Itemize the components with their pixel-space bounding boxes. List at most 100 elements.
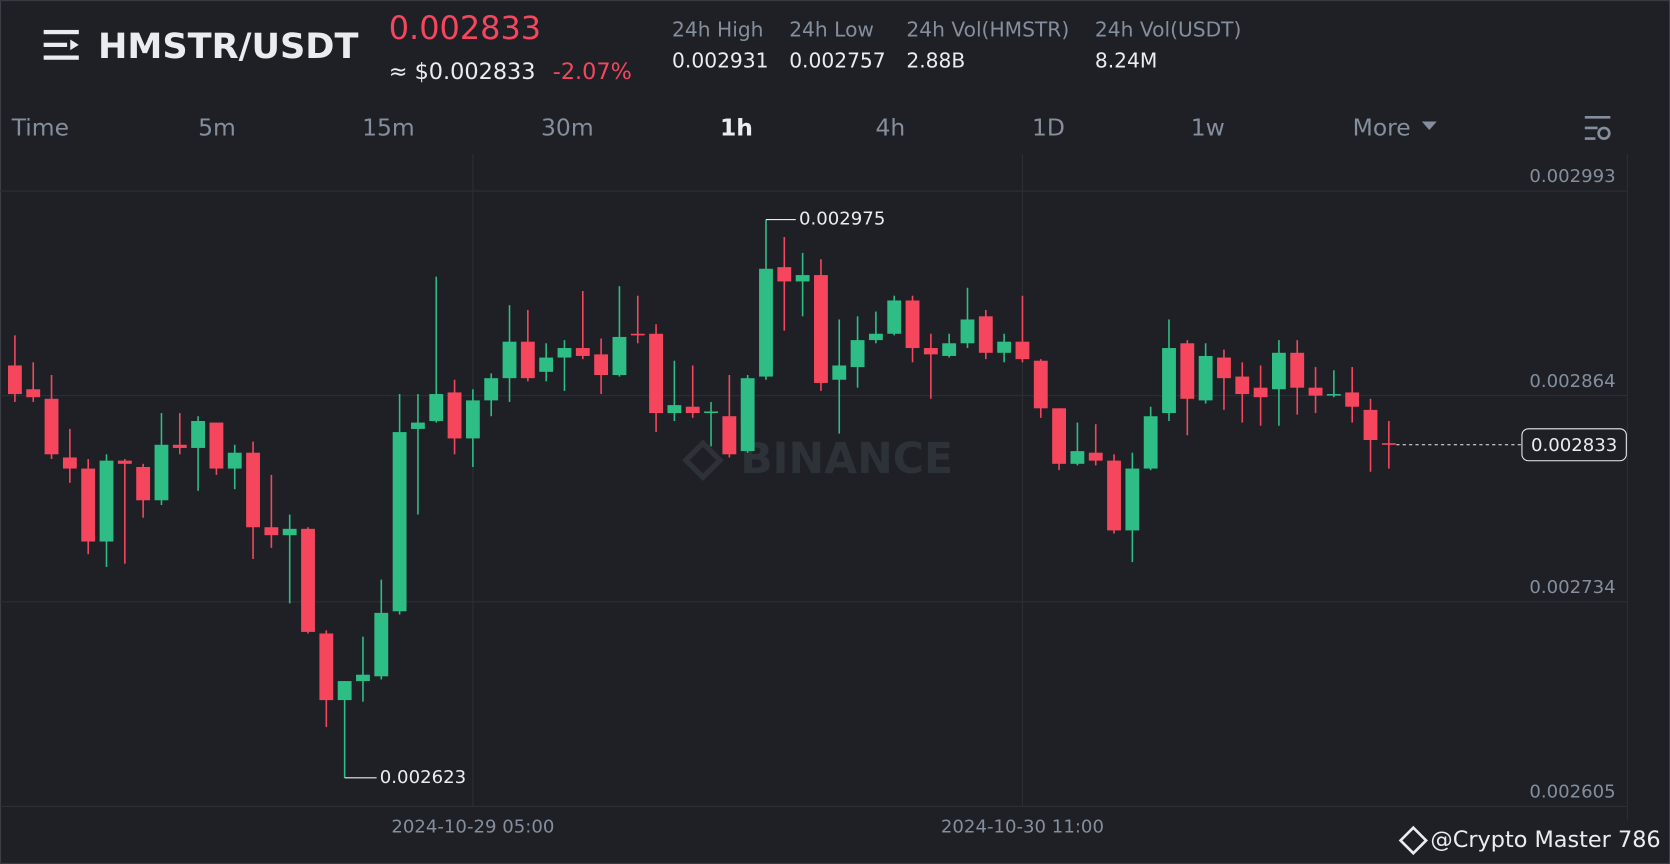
candle-body — [447, 392, 462, 439]
candle-body — [1052, 408, 1067, 464]
candle-body — [1107, 460, 1121, 531]
credit: @Crypto Master 786 — [1398, 825, 1661, 856]
tab[interactable]: 1D — [1032, 113, 1065, 141]
candle-body — [411, 422, 425, 429]
candle-body — [1015, 341, 1030, 360]
pair: HMSTR/USDT — [98, 26, 358, 67]
menu-bar — [43, 42, 68, 47]
candle-body — [1290, 352, 1305, 388]
tab[interactable]: Time — [11, 113, 69, 141]
candle-body — [1070, 451, 1085, 464]
candle-body — [191, 420, 206, 448]
candle-body — [1326, 394, 1341, 396]
candle-body — [539, 357, 554, 372]
candle-body — [26, 389, 41, 398]
candle-body — [7, 365, 22, 395]
tab[interactable]: 30m — [541, 113, 594, 141]
price-usd: ≈ $0.002833 — [389, 59, 536, 85]
candle-body — [1308, 387, 1323, 396]
candle-body — [1033, 360, 1048, 409]
candle-body — [1088, 452, 1103, 461]
stat-label: 24h High — [672, 18, 763, 42]
candle-body — [759, 268, 773, 377]
stat-label: 24h Low — [789, 18, 874, 42]
candle-body — [502, 341, 517, 379]
menu-icon[interactable] — [43, 29, 79, 60]
stat-label: 24h Vol(USDT) — [1095, 18, 1242, 42]
candle-body — [1271, 352, 1286, 390]
candle-body — [209, 422, 224, 469]
menu-bar — [43, 29, 79, 35]
x-tick-label: 2024-10-29 05:00 — [391, 817, 554, 838]
menu-bar — [43, 55, 79, 60]
candle-body — [337, 681, 352, 701]
y-tick-label: 0.002605 — [1529, 782, 1615, 803]
candle-body — [246, 452, 260, 528]
low-label: 0.002623 — [380, 767, 466, 788]
plot: 0.002605 0.002734 0.002864 0.002993 2024-10-… — [0, 154, 1628, 838]
credit-text: @Crypto Master 786 — [1430, 827, 1660, 853]
candle-body — [1125, 468, 1140, 531]
candle-body — [1217, 357, 1231, 379]
candle-body — [319, 633, 334, 701]
candle-body — [1162, 348, 1176, 414]
candle-body — [356, 674, 370, 682]
tabs: Time 5m 15m 30m 1h 4h 1D 1w More — [11, 113, 1437, 141]
candle-body — [520, 341, 535, 379]
candle-body — [832, 365, 847, 380]
candle-body — [44, 398, 59, 455]
settings-icon[interactable] — [1584, 115, 1611, 140]
candle-body — [740, 378, 755, 452]
stat-value: 8.24M — [1095, 48, 1157, 72]
candle-body — [1381, 443, 1396, 445]
candle-body — [1253, 387, 1268, 398]
x-tick-label: 2024-10-30 11:00 — [941, 817, 1104, 838]
candle-body — [777, 267, 792, 282]
candle-body — [282, 528, 297, 536]
candle-body — [868, 333, 883, 341]
candle-body — [997, 341, 1012, 353]
candle-body — [136, 466, 151, 501]
candle-body — [960, 319, 975, 344]
candle-body — [923, 348, 938, 355]
candle-body — [484, 378, 499, 401]
candle-body — [172, 444, 187, 448]
candle-body — [117, 460, 132, 464]
candle-body — [795, 275, 810, 282]
tab[interactable]: 15m — [362, 113, 415, 141]
candle-body — [154, 444, 169, 501]
change: -2.07% — [553, 59, 632, 85]
stat-value: 2.88B — [906, 48, 965, 72]
candle-body — [704, 411, 718, 414]
candle-body — [1345, 392, 1360, 407]
tab[interactable]: 4h — [875, 113, 905, 141]
candle-body — [685, 406, 700, 414]
watermark-text: BINANCE — [740, 434, 953, 484]
tab[interactable]: More — [1353, 113, 1411, 141]
candle-body — [1180, 343, 1195, 399]
candle-body — [667, 405, 682, 414]
candle-body — [942, 343, 957, 356]
menu-arrow — [70, 39, 79, 51]
candle-body — [594, 354, 609, 375]
candle-body — [429, 394, 444, 421]
candle-body — [978, 316, 993, 353]
tab[interactable]: 1w — [1191, 113, 1225, 141]
watermark-logo — [682, 439, 724, 482]
last-price-label: 0.002833 — [1531, 435, 1617, 456]
credit-logo — [1398, 825, 1428, 856]
tab[interactable]: 5m — [198, 113, 236, 141]
high-label: 0.002975 — [799, 209, 885, 230]
tab-active[interactable]: 1h — [720, 113, 753, 141]
y-tick-label: 0.002734 — [1529, 577, 1615, 598]
candle-body — [99, 460, 114, 542]
candle-body — [1363, 409, 1378, 441]
stat-label: 24h Vol(HMSTR) — [906, 18, 1069, 42]
candle-body — [81, 468, 96, 542]
watermark: BINANCE — [682, 434, 953, 484]
candle-body — [722, 416, 737, 455]
candle-body — [1143, 416, 1158, 469]
candle-body — [557, 348, 572, 358]
